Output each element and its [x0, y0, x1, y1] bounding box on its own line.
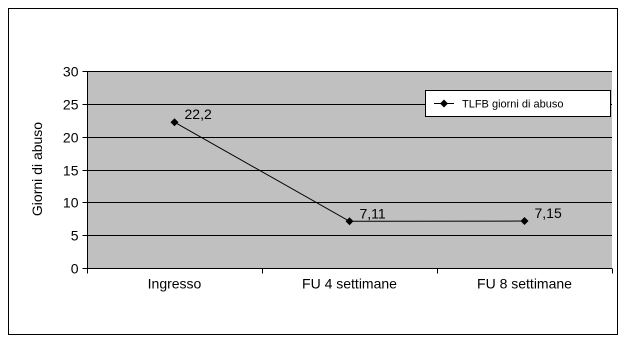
gridlines — [87, 71, 612, 236]
data-point — [170, 118, 179, 127]
legend-marker-swatch — [440, 99, 448, 108]
y-tick-label: 10 — [63, 195, 79, 211]
data-label: 7,11 — [360, 205, 386, 221]
y-axis-title: Giorni di abuso — [29, 122, 45, 216]
y-tick-label: 0 — [71, 261, 79, 277]
x-tick-label: FU 8 settimane — [477, 276, 572, 292]
legend-box — [425, 90, 611, 117]
data-label: 7,15 — [535, 205, 562, 221]
legend: TLFB giorni di abuso — [425, 90, 611, 117]
axes: 0 5 10 15 20 25 30 Ingresso FU 4 settimane FU 8 s… — [63, 64, 613, 292]
y-tick-label: 30 — [63, 64, 79, 80]
legend-entry-label: TLFB giorni di abuso — [462, 99, 564, 111]
data-point — [520, 217, 529, 226]
y-tick-label: 15 — [63, 163, 79, 179]
x-tick-label: FU 4 settimane — [302, 276, 397, 292]
y-tick-label: 25 — [63, 97, 79, 113]
data-label: 22,2 — [185, 106, 212, 122]
data-point — [345, 217, 354, 226]
series: 22,2 7,11 7,15 — [170, 106, 562, 226]
y-tick-label: 20 — [63, 130, 79, 146]
x-tick-label: Ingresso — [148, 276, 202, 292]
y-tick-label: 5 — [71, 228, 79, 244]
